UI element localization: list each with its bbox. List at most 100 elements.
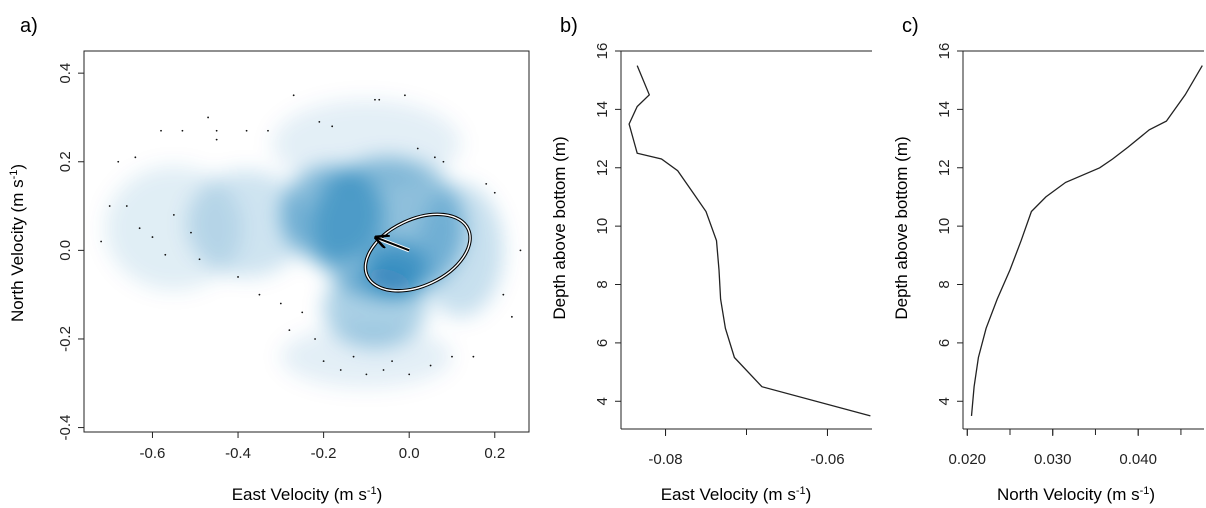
scatter-point	[502, 293, 505, 296]
panel-c-y-tick-label: 12	[936, 159, 953, 176]
x-tick-label: 0.2	[484, 445, 505, 462]
panel-b-y-axis-title: Depth above bottom (m)	[550, 136, 569, 319]
scatter-point	[160, 129, 162, 132]
density-blob	[417, 183, 504, 317]
panel-c-x-tick-label: 0.030	[1034, 451, 1072, 468]
density-blob	[272, 99, 461, 189]
scatter-point	[125, 205, 128, 207]
scatter-point	[493, 191, 496, 194]
panel-b-y-tick-label: 16	[594, 43, 611, 60]
panel-c-x-axis-title: North Velocity (m s-1)	[997, 485, 1155, 504]
panel-c-y-tick-label: 10	[936, 218, 953, 235]
scatter-point	[352, 355, 355, 358]
east-velocity-profile-line	[628, 65, 871, 417]
panel-c-axes: 0.020 0.030 0.040 4 6 8 10 12 14 16	[936, 43, 1204, 468]
scatter-point	[108, 205, 111, 207]
y-tick-label: 0.0	[57, 240, 74, 261]
scatter-point	[237, 276, 239, 278]
scatter-point	[510, 315, 513, 318]
scatter-point	[288, 329, 291, 332]
scatter-point	[391, 360, 393, 363]
mean-vector-arrow	[377, 238, 410, 252]
scatter-point	[138, 227, 141, 230]
panel-b-y-tick-label: 12	[594, 159, 611, 176]
scatter-point	[433, 156, 436, 159]
y-tick-label: 0.4	[57, 63, 74, 84]
density-cloud	[105, 99, 504, 388]
x-tick-label: -0.4	[225, 445, 251, 462]
density-blob	[105, 166, 243, 291]
scatter-point	[314, 338, 316, 340]
panel-label-b: b)	[560, 15, 578, 37]
panel-b-y-tick-label: 6	[594, 339, 611, 347]
panel-b-y-tick-label: 4	[594, 397, 611, 405]
scatter-point	[279, 302, 282, 305]
scatter-point	[215, 138, 218, 141]
scatter-point	[215, 129, 218, 132]
panel-b-y-tick-label: 14	[594, 101, 611, 118]
scatter-point	[151, 236, 154, 238]
scatter-point	[207, 116, 209, 119]
panel-c-y-tick-label: 16	[936, 43, 953, 60]
scatter-point	[292, 94, 295, 97]
panel-c-x-tick-label: 0.040	[1119, 451, 1157, 468]
scatter-point	[374, 98, 376, 101]
x-tick-label: -0.2	[311, 445, 337, 462]
scatter-point	[416, 147, 419, 150]
panel-a-y-axis-title: North Velocity (m s-1)	[8, 164, 27, 322]
x-tick-label: -0.6	[140, 445, 166, 462]
scatter-point	[164, 253, 167, 256]
scatter-point	[134, 156, 137, 159]
panel-label-a: a)	[20, 15, 38, 37]
panel-a-frame	[83, 50, 530, 433]
scatter-point	[442, 160, 445, 163]
panel-c-x-tick-label: 0.020	[948, 451, 986, 468]
panel-b-axes: -0.08 -0.06 4 6 8 10 12 14 16	[594, 43, 872, 468]
y-tick-label: -0.2	[57, 326, 74, 352]
scatter-point	[190, 231, 192, 234]
scatter-point	[267, 129, 269, 132]
scatter-point	[258, 293, 261, 296]
scatter-point	[378, 98, 381, 101]
y-tick-label: 0.2	[57, 151, 74, 172]
panel-c-y-tick-label: 8	[936, 280, 953, 288]
panel-b-y-tick-label: 10	[594, 218, 611, 235]
scatter-point	[485, 183, 488, 185]
scatter-point	[429, 364, 432, 367]
scatter-point	[117, 160, 120, 163]
scatter-point	[245, 129, 248, 132]
scatter-point	[451, 355, 453, 358]
panel-label-c: c)	[902, 15, 919, 37]
panel-c-y-axis-title: Depth above bottom (m)	[892, 136, 911, 319]
panel-a-scatter-density: -0.6 -0.4 -0.2 0.0 0.2 -0.4 -0.2 0.0 0.2 0.4 East…	[8, 50, 530, 504]
scatter-point	[198, 258, 201, 261]
panel-b-y-tick-label: 8	[594, 280, 611, 288]
scatter-point	[172, 214, 175, 216]
scatter-points	[100, 94, 522, 376]
scatter-point	[404, 94, 406, 97]
scatter-point	[322, 360, 325, 363]
scatter-point	[519, 249, 522, 252]
panel-b-east-profile: -0.08 -0.06 4 6 8 10 12 14 16 East Velocity (m s…	[550, 43, 872, 504]
scatter-point	[408, 373, 411, 376]
north-velocity-profile-line	[970, 65, 1203, 416]
panel-c-y-tick-label: 4	[936, 397, 953, 405]
scatter-point	[339, 369, 342, 371]
panel-b-x-axis-title: East Velocity (m s-1)	[661, 485, 812, 504]
scatter-point	[331, 125, 334, 128]
x-tick-label: 0.0	[399, 445, 420, 462]
variance-ellipse	[364, 213, 471, 292]
panel-c-north-profile: 0.020 0.030 0.040 4 6 8 10 12 14 16 North Velocit…	[892, 43, 1204, 504]
scatter-point	[181, 129, 184, 132]
scatter-point	[100, 240, 103, 243]
panel-c-y-tick-label: 6	[936, 339, 953, 347]
panel-b-x-tick-label: -0.06	[810, 451, 844, 468]
scatter-point	[301, 311, 304, 314]
panel-b-x-tick-label: -0.08	[648, 451, 682, 468]
scatter-point	[472, 355, 475, 358]
scatter-point	[365, 373, 368, 376]
scatter-point	[382, 369, 385, 371]
panel-c-y-tick-label: 14	[936, 101, 953, 118]
scatter-point	[318, 120, 321, 123]
